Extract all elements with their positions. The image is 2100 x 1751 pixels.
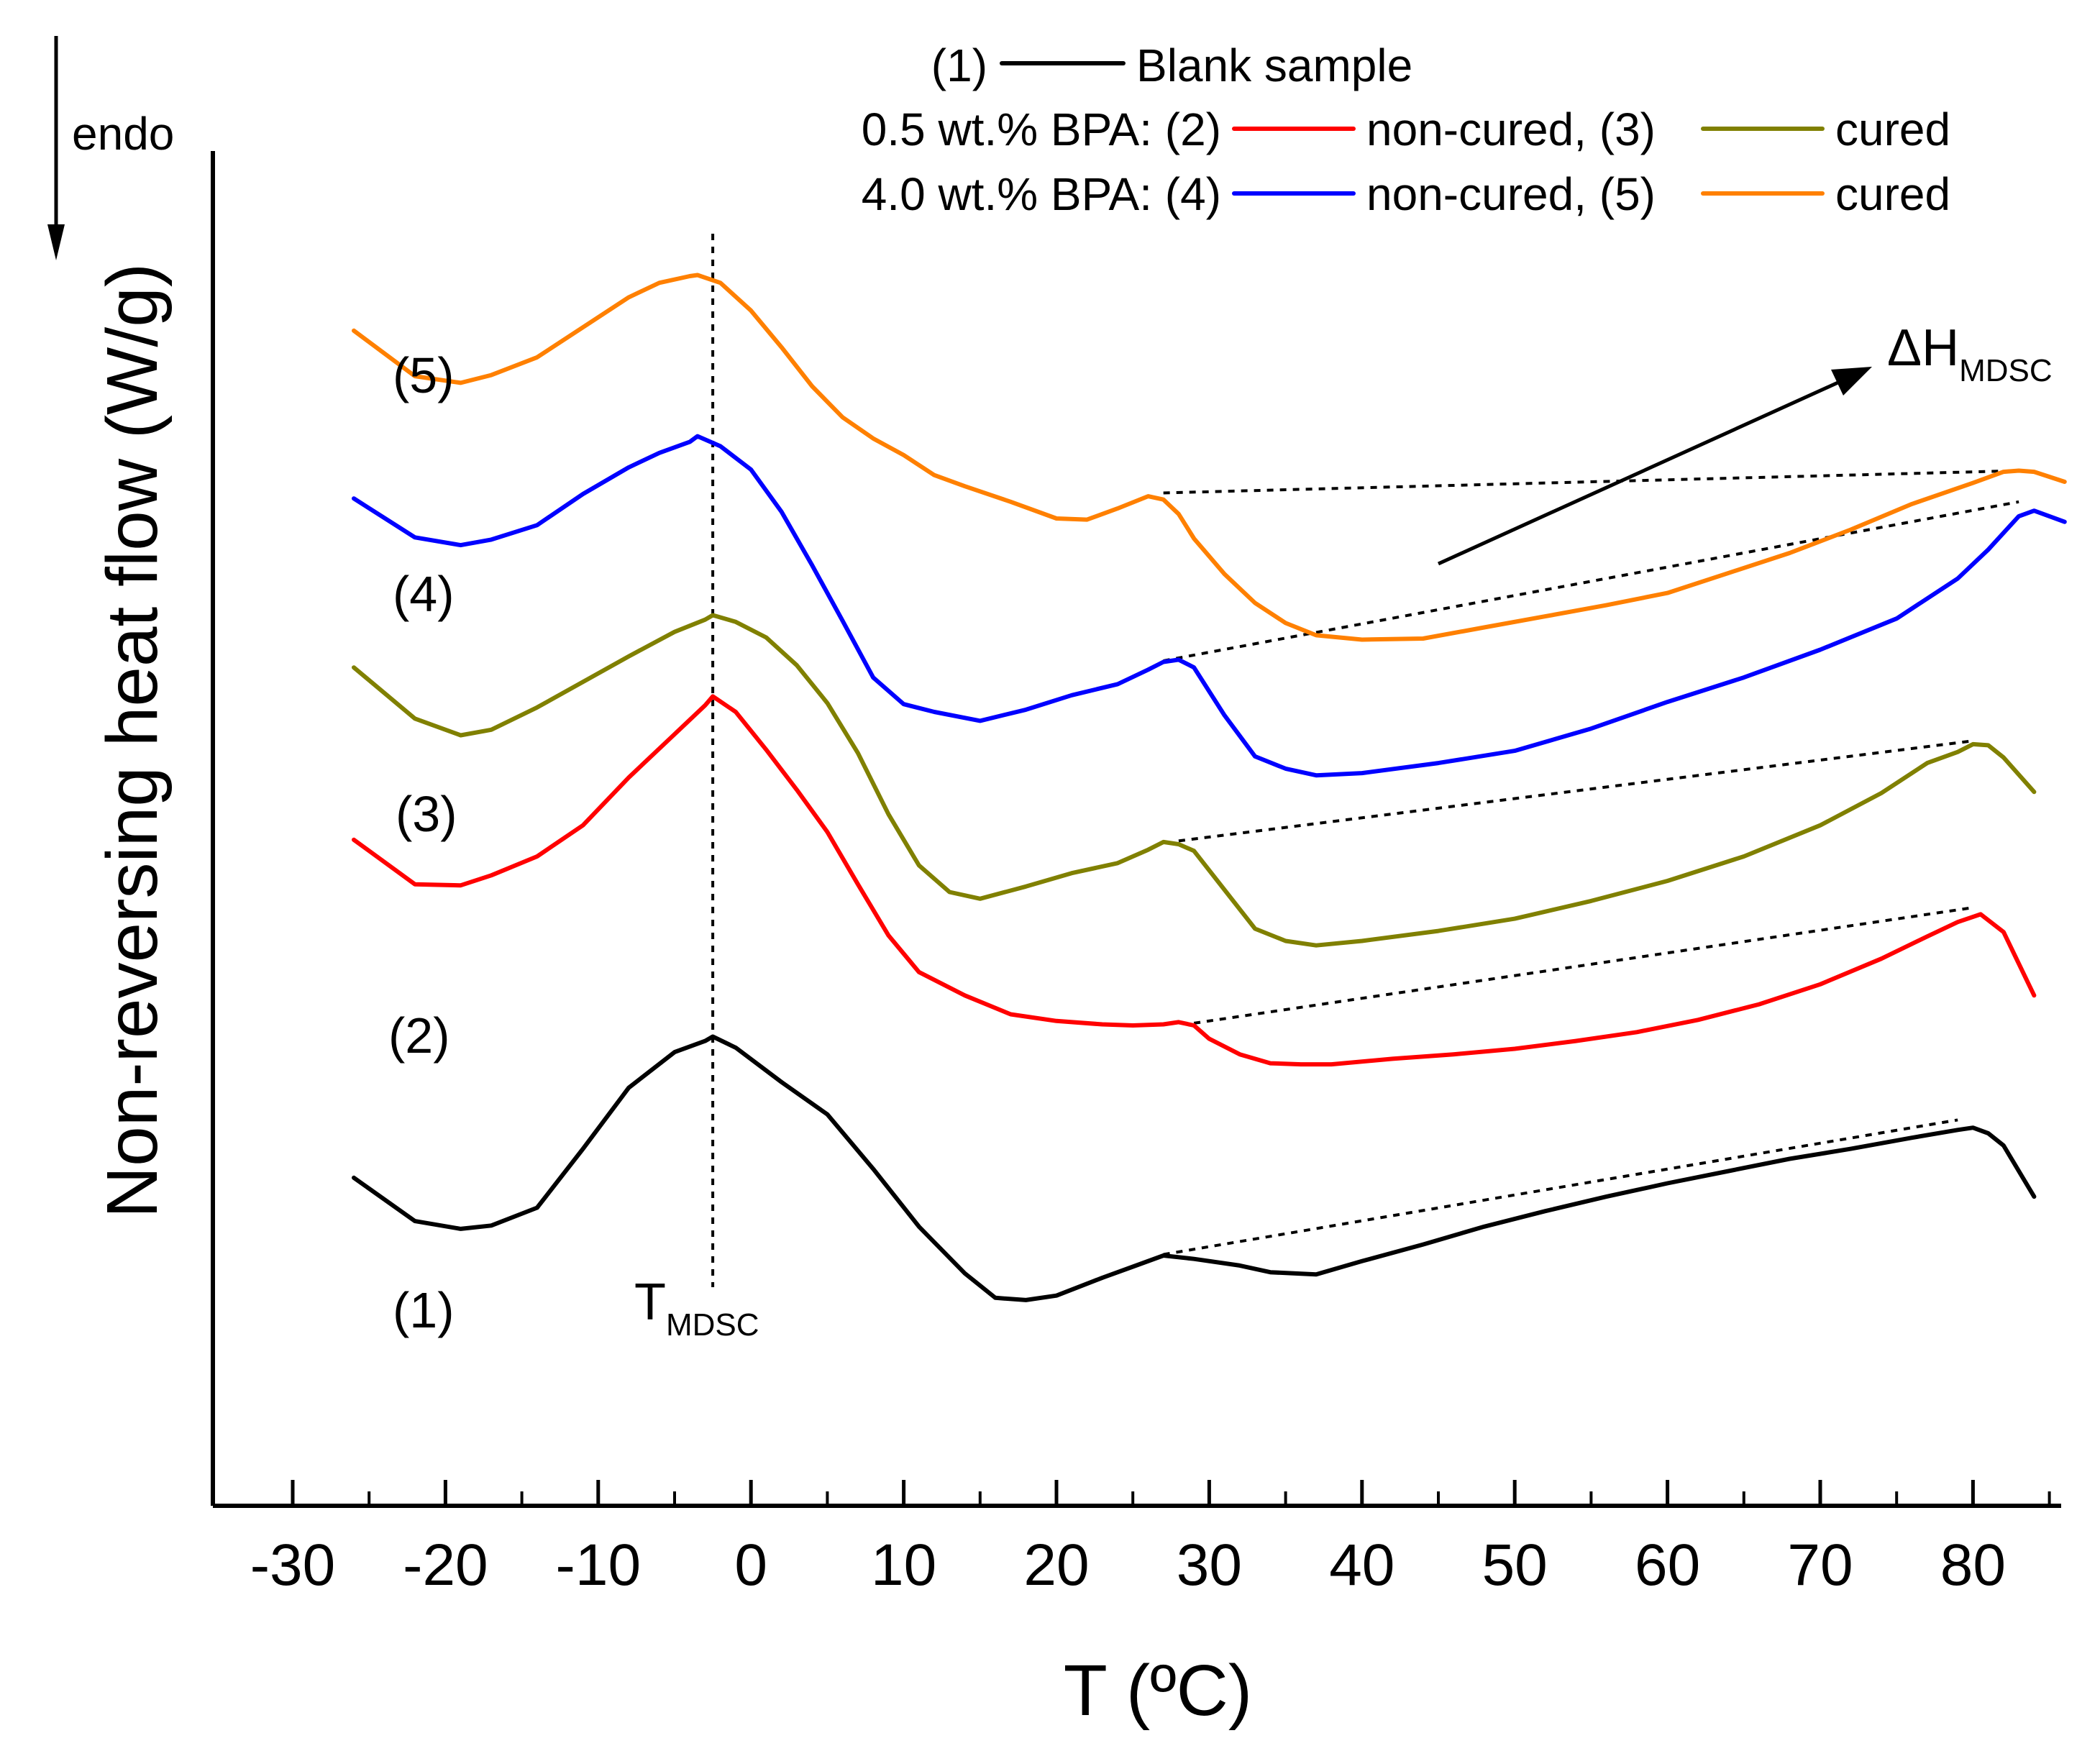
delta-h-label: ΔHMDSC (1887, 319, 2053, 388)
x-ticks (291, 1480, 2051, 1506)
baseline-series-2 (1193, 906, 1973, 1025)
delta-h-subscript: MDSC (1959, 353, 2053, 388)
endo-indicator: endo (47, 36, 174, 260)
legend-row3-suffix: cured (1835, 168, 1950, 220)
legend-row1-prefix: (1) (931, 40, 987, 91)
baseline-series-5 (1163, 469, 2019, 495)
series-line-5 (352, 273, 2067, 642)
x-tick-label: -10 (556, 1532, 642, 1598)
legend-row3-prefix: 4.0 wt.% BPA: (4) (862, 168, 1221, 220)
baseline-series-1 (1163, 1118, 1958, 1256)
legend-row3-mid: non-cured, (5) (1366, 168, 1656, 220)
curve-label-2: (2) (388, 1007, 450, 1064)
baselines (1163, 469, 2019, 1256)
curve-label-5: (5) (393, 347, 455, 403)
series-lines (352, 273, 2067, 1302)
x-tick-label: 40 (1329, 1532, 1394, 1598)
legend: (1) Blank sample 0.5 wt.% BPA: (2) non-c… (862, 40, 1950, 220)
x-tick-label: 80 (1940, 1532, 2006, 1598)
endo-label: endo (72, 108, 174, 160)
delta-h-arrow-shaft (1437, 379, 1843, 566)
t-mdsc-main: T (634, 1274, 666, 1331)
endo-arrow-head (47, 224, 65, 260)
curve-label-4: (4) (393, 566, 455, 622)
x-tick-label: 20 (1023, 1532, 1089, 1598)
delta-h-arrow-head (1831, 367, 1872, 396)
curve-label-1: (1) (393, 1282, 455, 1338)
legend-row1-text: Blank sample (1136, 40, 1412, 91)
axes: -30 -20 -10 0 10 20 30 40 50 60 70 80 (211, 151, 2061, 1598)
x-axis-title: T (ºC) (1064, 1650, 1252, 1731)
t-mdsc-label: TMDSC (634, 1274, 759, 1343)
x-tick-labels: -30 -20 -10 0 10 20 30 40 50 60 70 80 (250, 1532, 2006, 1598)
x-tick-label: 10 (871, 1532, 936, 1598)
t-mdsc-subscript: MDSC (666, 1307, 759, 1343)
curve-label-3: (3) (396, 786, 457, 842)
x-tick-label: 30 (1177, 1532, 1242, 1598)
x-tick-label: -20 (403, 1532, 488, 1598)
y-axis-title: Non-reversing heat flow (W/g) (92, 263, 173, 1218)
series-line-4 (352, 434, 2067, 778)
x-tick-label: 60 (1635, 1532, 1700, 1598)
baseline-series-4 (1163, 500, 2019, 662)
legend-row2-suffix: cured (1835, 104, 1950, 155)
delta-h-main: ΔH (1887, 319, 1959, 377)
x-tick-label: 70 (1787, 1532, 1853, 1598)
series-line-1 (352, 1034, 2037, 1302)
x-tick-label: 50 (1482, 1532, 1548, 1598)
delta-h-annotation: ΔHMDSC (1437, 319, 2053, 566)
legend-row2-prefix: 0.5 wt.% BPA: (2) (862, 104, 1221, 155)
x-tick-label: 0 (734, 1532, 767, 1598)
baseline-series-3 (1178, 739, 1973, 843)
x-tick-label: -30 (250, 1532, 336, 1598)
legend-row2-mid: non-cured, (3) (1366, 104, 1656, 155)
series-line-2 (352, 694, 2037, 1067)
series-line-3 (352, 613, 2037, 948)
